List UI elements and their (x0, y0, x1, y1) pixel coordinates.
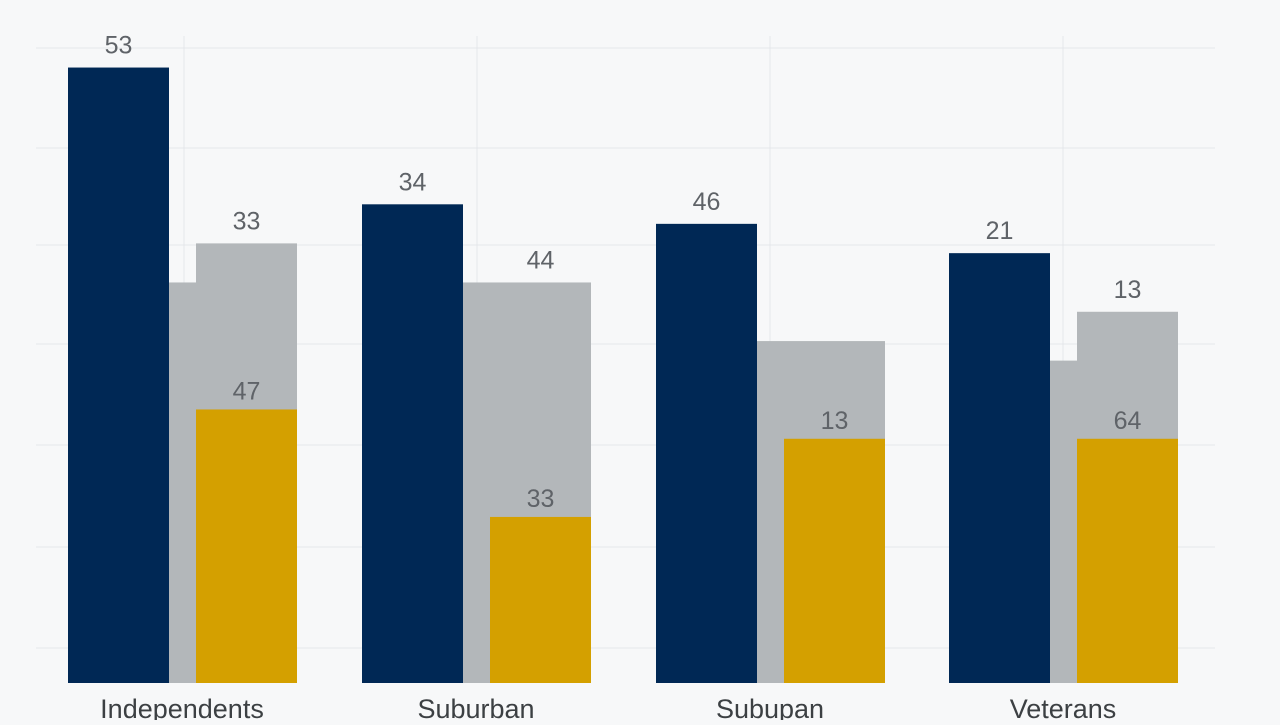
bar (949, 253, 1050, 683)
data-label: 46 (693, 188, 721, 216)
bar (169, 282, 196, 683)
bar (463, 282, 490, 683)
x-tick-label: Veterans (1010, 694, 1117, 720)
bar (1050, 360, 1077, 683)
bar (196, 409, 297, 683)
data-label: 21 (986, 217, 1014, 245)
bars: 53 33 47 Independents 34 44 33 Suburban 46 13 Subu… (68, 32, 1178, 724)
x-tick-label: Subupan (716, 694, 824, 720)
data-label: 33 (233, 207, 261, 235)
data-label: 53 (105, 32, 133, 60)
bar (68, 67, 169, 684)
data-label: 13 (821, 407, 849, 435)
x-tick-label: Suburban (417, 694, 534, 720)
bar (490, 516, 591, 683)
bar (757, 341, 784, 683)
bar (784, 438, 885, 683)
data-label: 34 (399, 168, 427, 196)
data-label: 33 (527, 485, 555, 513)
x-tick-label: Independents (100, 694, 264, 720)
data-label: 47 (233, 377, 261, 405)
data-label: 64 (1114, 407, 1142, 435)
data-label: 13 (1114, 276, 1142, 304)
bar (362, 204, 463, 684)
bar (1077, 438, 1178, 683)
data-label: 44 (527, 246, 555, 274)
bar (656, 223, 757, 683)
